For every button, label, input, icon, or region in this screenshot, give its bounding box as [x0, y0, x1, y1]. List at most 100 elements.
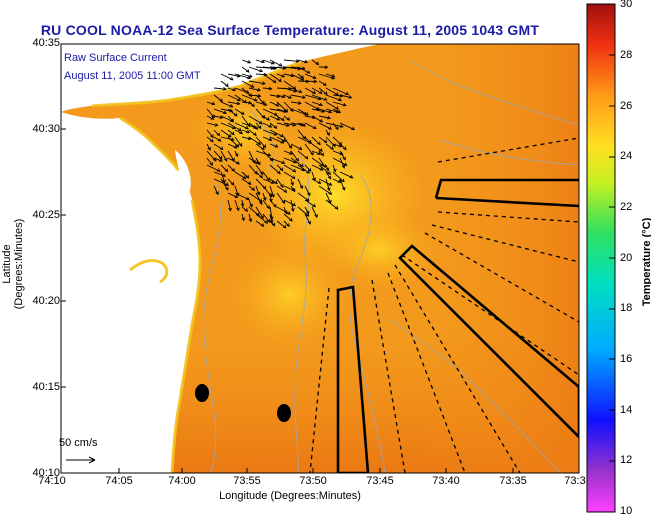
current-vector	[283, 73, 294, 77]
current-vector	[269, 115, 280, 121]
current-vector-head	[227, 133, 232, 138]
current-vector-head	[263, 102, 268, 106]
current-vector-head	[278, 78, 282, 83]
current-vector	[248, 164, 258, 175]
current-vector	[332, 157, 347, 166]
current-vector	[276, 94, 285, 98]
current-vector-head	[261, 100, 265, 105]
ytick-label: 40:20	[32, 295, 60, 307]
current-vector-head	[327, 115, 331, 120]
current-vector-head	[246, 129, 250, 134]
current-vector-head	[256, 191, 261, 196]
current-vector	[248, 129, 257, 136]
current-vector-head	[229, 76, 234, 81]
current-vector-head	[295, 59, 300, 63]
colorbar-tick-label: 22	[620, 201, 633, 213]
current-vector	[290, 143, 302, 150]
current-vector-head	[292, 86, 297, 90]
xtick-label: 74:10	[38, 475, 66, 487]
sst-field	[61, 44, 579, 473]
current-vector-head	[319, 148, 323, 152]
current-vector-head	[348, 95, 353, 99]
current-vector-head	[276, 117, 281, 121]
current-vector	[248, 66, 263, 72]
current-vector	[234, 199, 239, 211]
current-vector-head	[217, 138, 222, 142]
current-vector	[325, 94, 342, 101]
current-vector	[206, 129, 214, 138]
current-vector	[248, 87, 261, 91]
colorbar-tick-label: 24	[620, 150, 633, 162]
current-vector-head	[241, 217, 246, 222]
current-vector	[262, 213, 271, 223]
current-vector-head	[242, 175, 247, 180]
current-vector-head	[232, 87, 237, 92]
current-vector	[220, 129, 232, 138]
current-vector	[283, 150, 293, 155]
current-vector	[234, 94, 247, 104]
current-vector-head	[292, 122, 297, 127]
current-vector	[262, 108, 278, 116]
current-vector-head	[327, 175, 332, 180]
current-vector-head	[319, 102, 323, 107]
current-vector	[297, 206, 309, 217]
current-vector-head	[229, 104, 234, 108]
current-vector	[311, 164, 323, 171]
current-vector	[262, 87, 272, 90]
current-vector	[248, 122, 258, 130]
current-vector	[213, 171, 226, 177]
current-vector	[325, 178, 330, 191]
current-vector	[248, 199, 253, 208]
current-vector-head	[225, 182, 230, 186]
current-vector-head	[222, 173, 226, 177]
current-vector-head	[229, 108, 234, 113]
current-vector-head	[263, 197, 267, 202]
current-vector	[311, 94, 327, 101]
current-vector	[325, 73, 335, 78]
scale-label: 50 cm/s	[59, 437, 98, 449]
current-vector-head	[216, 168, 221, 172]
current-vector-head	[216, 132, 220, 137]
plot-frame	[60, 43, 580, 474]
current-vector-head	[305, 112, 309, 116]
current-vector	[269, 213, 273, 224]
xtick-label: 73:40	[432, 475, 460, 487]
current-vector-head	[331, 73, 336, 78]
current-vector-head	[224, 157, 228, 162]
current-vector-head	[304, 155, 309, 160]
surface-current-vectors	[206, 59, 356, 229]
current-vector	[325, 87, 339, 96]
current-vector-head	[282, 224, 287, 229]
current-vector	[269, 108, 287, 113]
current-vector	[311, 136, 321, 145]
current-vector	[311, 115, 323, 123]
current-vector	[297, 129, 306, 140]
current-vector	[241, 122, 257, 129]
current-vector-head	[279, 167, 284, 172]
current-vector-head	[282, 138, 287, 143]
current-vector	[325, 171, 331, 180]
current-vector	[220, 150, 228, 162]
current-vector-head	[262, 144, 267, 149]
current-vector	[241, 213, 245, 221]
current-vector-head	[245, 69, 250, 73]
ytick-label: 40:15	[32, 381, 60, 393]
current-vector	[283, 199, 296, 207]
current-vector	[269, 185, 275, 198]
scale-arrow	[66, 456, 96, 464]
xtick-label: 74:00	[168, 475, 196, 487]
current-vector-head	[341, 186, 346, 191]
current-vector	[283, 87, 297, 93]
current-vector-head	[207, 147, 211, 151]
current-vector-head	[290, 182, 295, 187]
current-vector-head	[259, 68, 264, 73]
current-vector	[262, 171, 270, 181]
current-vector	[290, 164, 305, 172]
current-vector	[283, 122, 296, 126]
current-vector	[220, 136, 235, 141]
colorbar-ticks	[609, 54, 615, 462]
current-vector	[297, 164, 310, 174]
current-vector-head	[219, 98, 223, 103]
current-vector-head	[222, 179, 226, 184]
current-vector	[297, 59, 308, 63]
